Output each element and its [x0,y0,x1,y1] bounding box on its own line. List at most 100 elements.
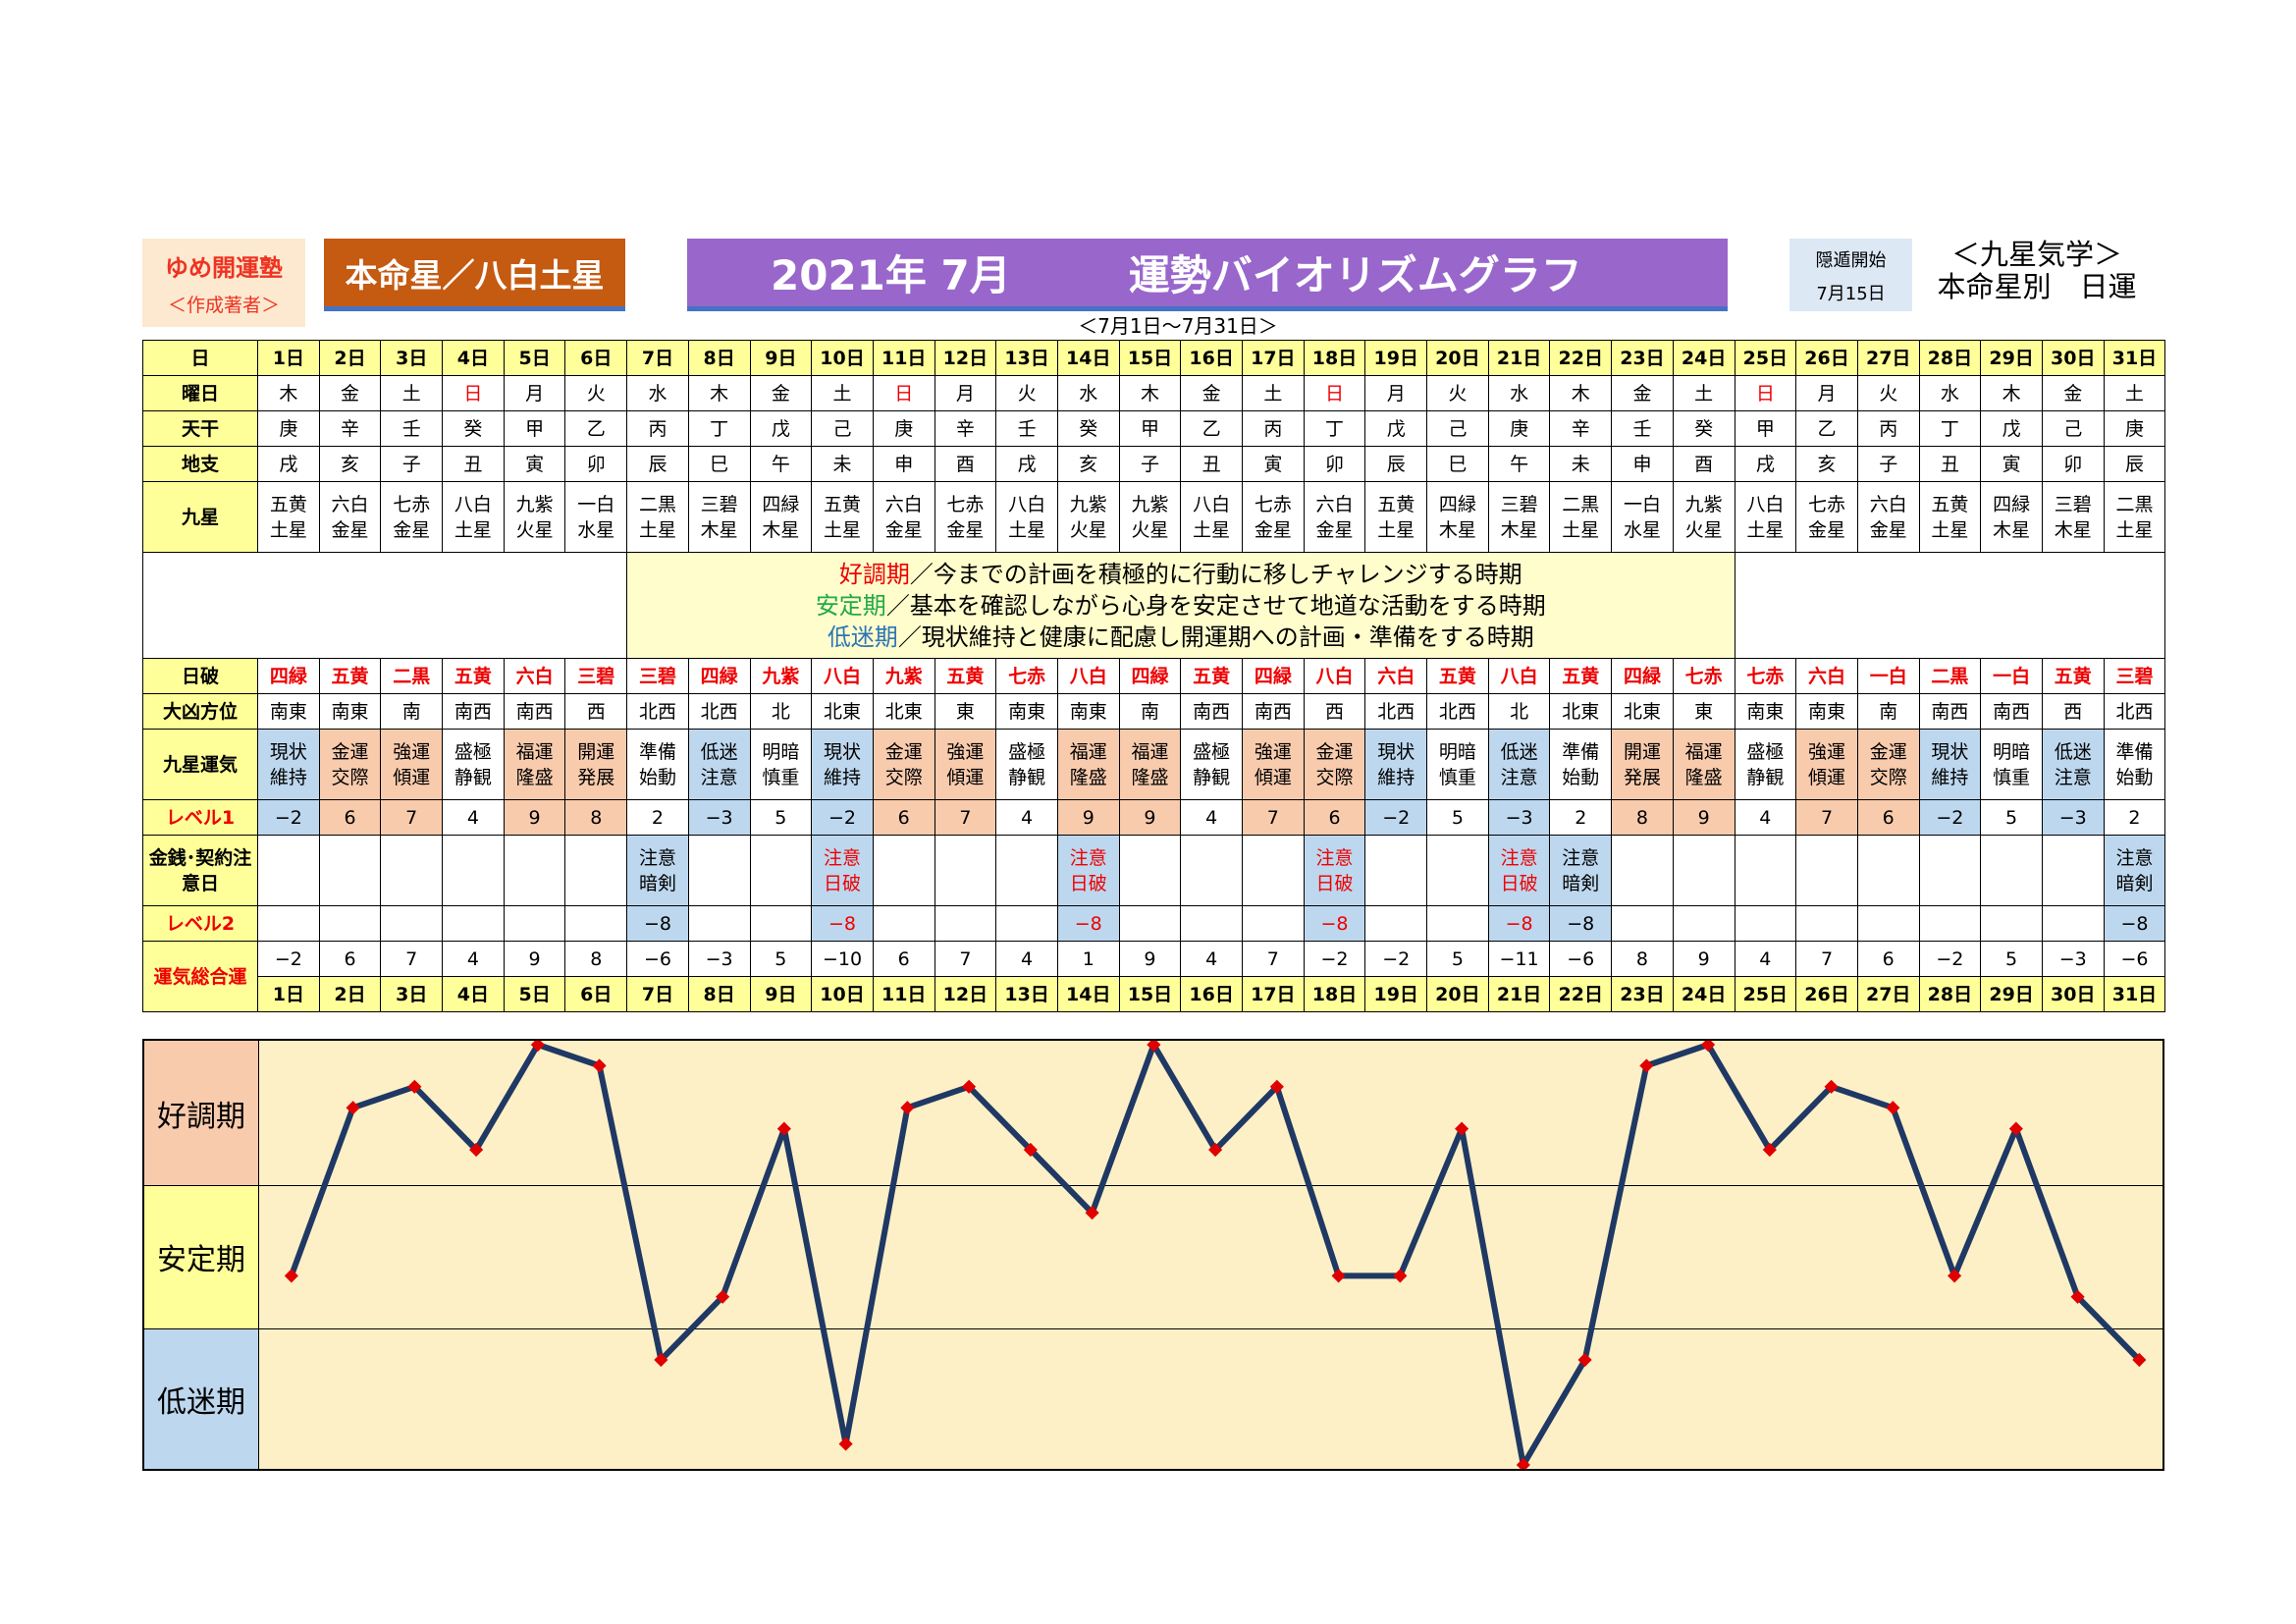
unki-cell-line2: 静観 [1008,766,1046,788]
level1-cell: 6 [872,799,935,836]
page-title: 2021年 7月 運勢バイオリズムグラフ [687,239,1728,311]
unki-cell: 金運 交際 [1303,729,1366,800]
unki-cell-line1: 盛極 [1008,740,1046,763]
weekday-cell: 金 [318,375,382,411]
sogo-cell: 7 [380,941,444,977]
kinsen-cell-line2: 日破 [824,872,862,894]
level2-cell: −8 [1549,905,1613,942]
kyusei-cell: 一白 水星 [1611,481,1674,553]
nippa-cell: 四緑 [1611,658,1674,694]
sogo-cell: −10 [811,941,874,977]
nippa-cell: 四緑 [257,658,320,694]
kyusei-cell-line1: 一白 [1623,493,1661,515]
unki-cell-line2: 交際 [1315,766,1354,788]
kyusei-cell: 八白 土星 [995,481,1058,553]
unki-cell-line2: 維持 [1377,766,1415,788]
sogo-cell: 6 [872,941,935,977]
nippa-cell: 二黒 [1918,658,1982,694]
nippa-cell: 五黄 [318,658,382,694]
weekday-cell: 木 [1980,375,2043,411]
daikyo-cell: 東 [1672,693,1735,730]
day-cell: 27日 [1856,976,1920,1012]
data-point [592,1058,607,1073]
kinsen-cell [1672,835,1735,906]
chishi-cell: 辰 [626,446,689,482]
unki-cell-line1: 準備 [1562,740,1600,763]
day-cell: 5日 [503,340,566,376]
kyusei-cell: 二黒 土星 [2103,481,2166,553]
kinsen-cell [1611,835,1674,906]
kyusei-title: ＜九星気学＞ [1950,238,2122,271]
weekday-cell: 火 [564,375,628,411]
unki-cell-line2: 静観 [1193,766,1231,788]
kinsen-cell-line2: 暗剣 [1562,872,1600,894]
date-range: ＜7月1日～7月31日＞ [1078,314,1278,338]
daikyo-cell: 南 [1118,693,1182,730]
chishi-cell: 未 [1549,446,1613,482]
kinsen-cell [1856,835,1920,906]
unki-row: 九星運気 現状 維持 金運 交際 強運 傾運 盛極 静観 福運 隆盛 開運 発展 準備 始動 低迷 注意 明暗 慎重… [142,729,2166,800]
unki-cell-line1: 明暗 [762,740,800,763]
unki-cell-line2: 傾運 [1808,766,1846,788]
tenkan-cell: 壬 [380,410,444,447]
level2-cell [1611,905,1674,942]
kinsen-cell-line2: 暗剣 [638,872,676,894]
day-cell: 22日 [1549,340,1613,376]
day-cell: 29日 [1980,976,2043,1012]
kyusei-cell-line2: 金星 [1254,518,1292,541]
weekday-cell: 金 [749,375,813,411]
legend-text: ／今までの計画を積極的に行動に移しチャレンジする時期 [909,560,1522,588]
unki-cell-line2: 始動 [638,766,676,788]
day-cell: 28日 [1918,976,1982,1012]
kyusei-cell-line1: 二黒 [1562,493,1600,515]
kinsen-cell: 注意 日破 [1056,835,1120,906]
weekday-cell: 月 [1364,375,1428,411]
weekday-cell: 月 [503,375,566,411]
tenkan-cell: 辛 [934,410,997,447]
sogo-cell: −6 [2103,941,2166,977]
nippa-cell: 六白 [1364,658,1428,694]
school-badge: ゆめ開運塾 ＜作成著者＞ [142,239,305,327]
unki-cell: 福運 隆盛 [503,729,566,800]
unki-cell-line1: 現状 [1377,740,1415,763]
day-cell: 9日 [749,976,813,1012]
kyusei-cell-line2: 金星 [393,518,431,541]
level2-cell [1980,905,2043,942]
kinsen-cell [1734,835,1797,906]
legend-spacer [141,552,628,659]
tenkan-cell: 庚 [2103,410,2166,447]
level2-cell: −8 [2103,905,2166,942]
kyusei-cell-line1: 七赤 [1808,493,1846,515]
tenkan-cell: 甲 [1734,410,1797,447]
level1-cell: 4 [442,799,505,836]
tenkan-cell: 甲 [503,410,566,447]
day-footer-row: 1日 2日 3日 4日 5日 6日 7日 8日 9日 10日 11日 12日 13日 14日 15日 16日 1… [143,976,2166,1012]
chishi-cell: 亥 [1795,446,1858,482]
level1-row: レベル1 −2 6 7 4 9 8 2 −3 5 −2 6 7 4 9 9 4 7 6 −2 5 −3 2 8 9 4 7 6 −2 5−… [142,799,2166,836]
level1-cell: 9 [1056,799,1120,836]
kinsen-cell [749,835,813,906]
unki-cell: 金運 交際 [318,729,382,800]
unki-cell-line1: 盛極 [454,740,492,763]
unki-cell-line1: 福運 [1131,740,1169,763]
unki-cell: 開運 発展 [1611,729,1674,800]
chishi-row: 地支戌亥子丑寅卯辰巳午未申酉戌亥子丑寅卯辰巳午未申酉戌亥子丑寅卯辰 [142,446,2166,482]
kinsen-cell: 注意 日破 [1303,835,1366,906]
data-point [284,1269,298,1283]
unki-cell: 準備 始動 [2103,729,2166,800]
day-cell: 7日 [626,340,689,376]
data-point [1516,1457,1530,1469]
chishi-cell: 寅 [1242,446,1305,482]
kyusei-cell-line1: 八白 [454,493,492,515]
level2-cell [934,905,997,942]
kyusei-cell-line2: 土星 [1931,518,1969,541]
daikyo-cell: 北西 [626,693,689,730]
kyusei-cell-line1: 四緑 [762,493,800,515]
daikyo-cell: 北西 [2103,693,2166,730]
sogo-cell: −3 [2041,941,2105,977]
sogo-cell: −2 [1918,941,1982,977]
kyusei-cell: 二黒 土星 [1549,481,1613,553]
unki-cell-line2: 交際 [1869,766,1907,788]
kyusei-subtitle: 本命星別 日運 [1937,270,2137,303]
nippa-cell: 五黄 [2041,658,2105,694]
